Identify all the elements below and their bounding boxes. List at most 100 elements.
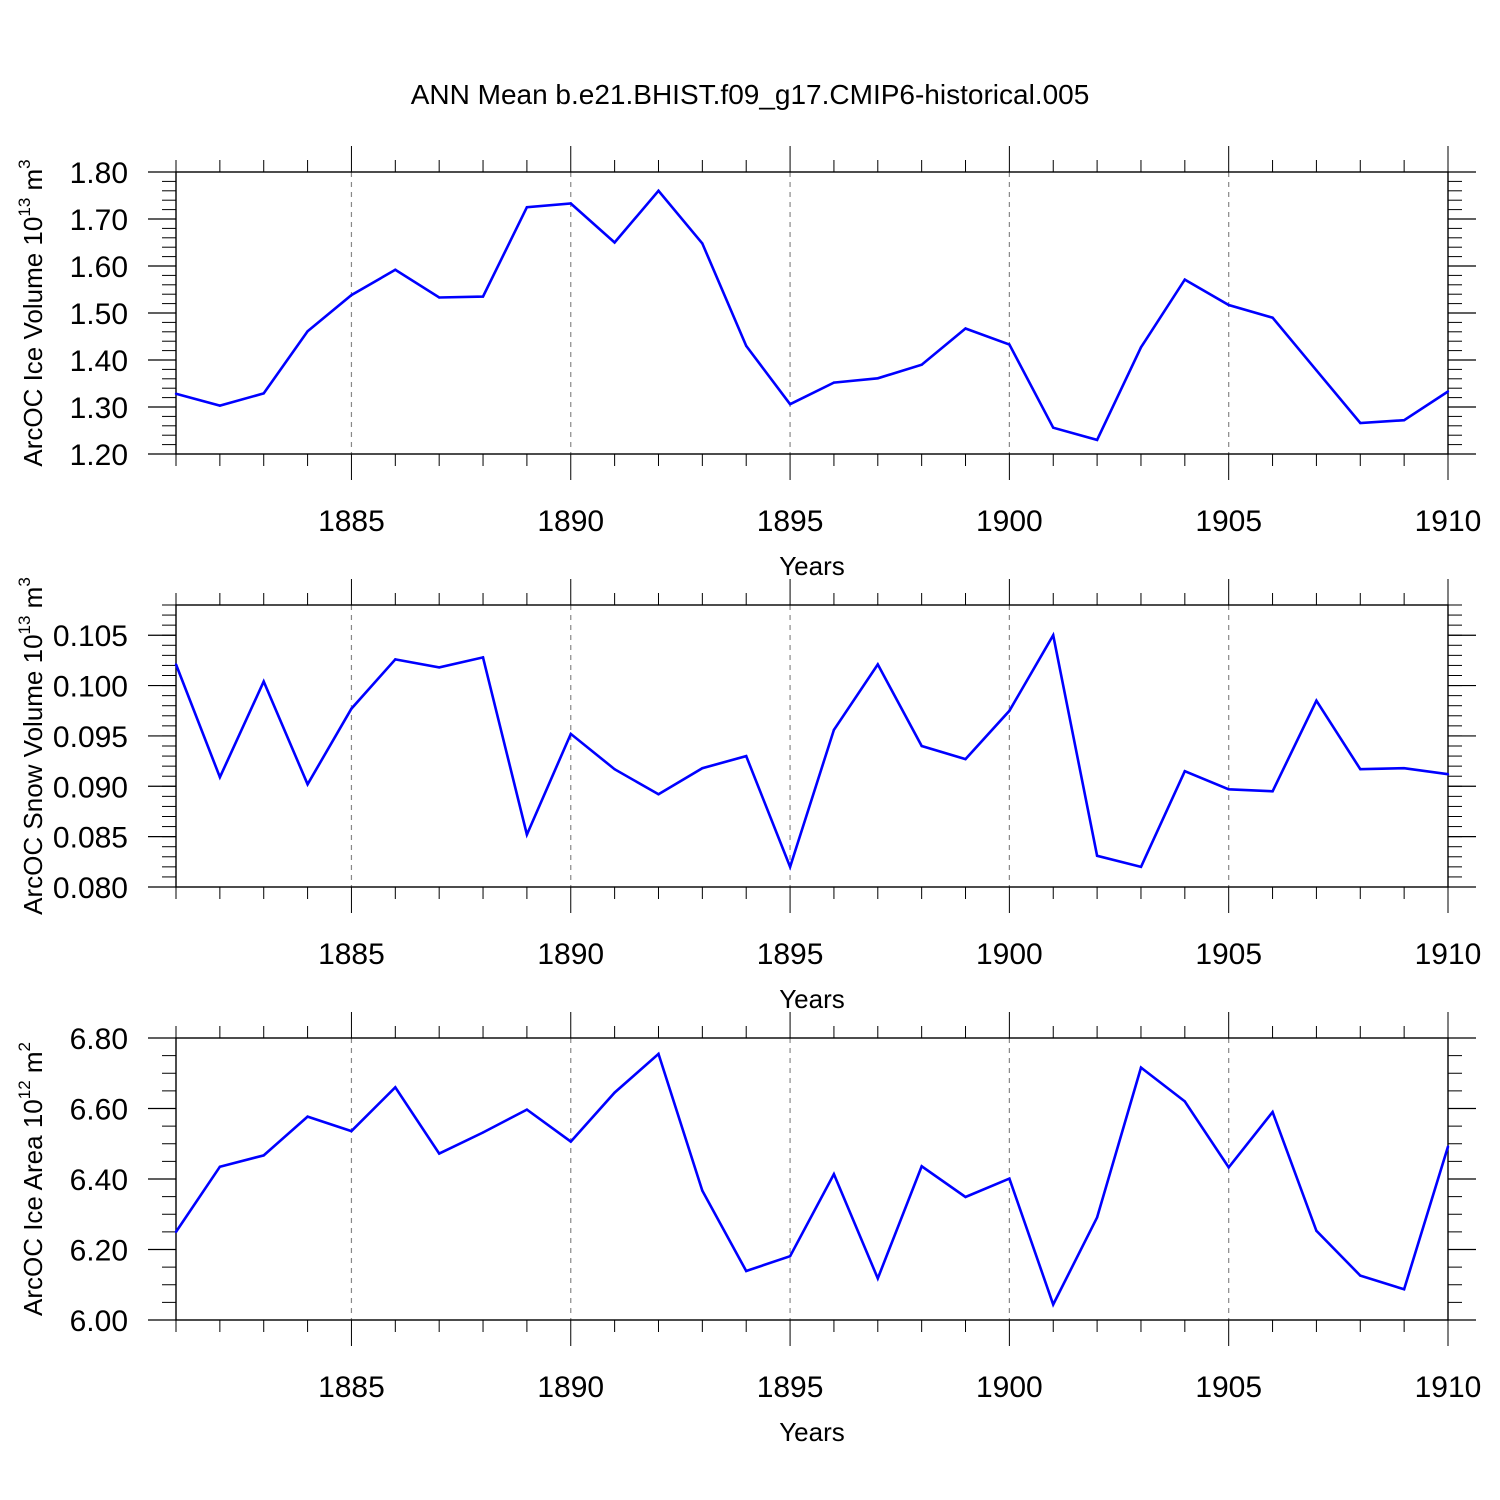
y-axis-label-part: m bbox=[18, 169, 48, 198]
data-point bbox=[701, 1189, 704, 1192]
data-point bbox=[1227, 1166, 1230, 1169]
x-tick-label: 1890 bbox=[537, 1371, 604, 1404]
y-axis-label-part: m bbox=[18, 587, 48, 616]
data-point bbox=[218, 776, 222, 779]
data-point bbox=[1315, 1229, 1318, 1233]
data-point bbox=[1052, 426, 1055, 429]
data-point bbox=[394, 658, 397, 661]
data-point bbox=[569, 202, 572, 205]
y-tick-label: 1.20 bbox=[70, 439, 128, 472]
chart-panel-2: 0.080 0.085 0.090 0.095 0.100 0.105 1885 1890 18… bbox=[15, 577, 1481, 1014]
x-tick-label: 1885 bbox=[318, 505, 385, 538]
y-axis-label-part: m bbox=[18, 1051, 48, 1080]
data-point bbox=[481, 1131, 485, 1134]
data-point bbox=[481, 656, 485, 659]
y-tick-label: 6.20 bbox=[70, 1235, 128, 1268]
data-point bbox=[1095, 854, 1099, 857]
data-point bbox=[218, 404, 222, 407]
data-point bbox=[657, 189, 660, 192]
data-point bbox=[1359, 1274, 1362, 1277]
x-tick-label: 1895 bbox=[757, 1371, 824, 1404]
y-tick-label: 1.80 bbox=[70, 157, 128, 190]
data-point bbox=[657, 793, 660, 796]
series-line-1 bbox=[174, 1051, 1450, 1308]
data-point bbox=[1139, 346, 1143, 349]
data-point bbox=[1008, 343, 1011, 346]
data-point bbox=[832, 1172, 836, 1176]
x-tick-label: 1910 bbox=[1415, 938, 1482, 971]
y-tick-label: 6.80 bbox=[70, 1023, 128, 1056]
data-point bbox=[920, 744, 923, 748]
x-tick-label: 1885 bbox=[318, 1371, 385, 1404]
x-tick-label: 1895 bbox=[757, 505, 824, 538]
y-tick-label: 1.50 bbox=[70, 298, 128, 331]
data-point bbox=[1183, 278, 1187, 281]
data-point bbox=[569, 732, 572, 736]
data-point bbox=[1402, 1288, 1406, 1291]
y-axis-label: ArcOC Ice Area 1012 m2 bbox=[15, 1042, 48, 1316]
x-tick-label: 1885 bbox=[318, 938, 385, 971]
x-axis-label: Years bbox=[779, 984, 845, 1014]
data-point bbox=[964, 327, 967, 330]
y-tick-label: 1.40 bbox=[70, 345, 128, 378]
data-point bbox=[525, 1108, 529, 1111]
y-axis-label-part: 2 bbox=[15, 1042, 34, 1051]
data-point bbox=[1446, 1145, 1450, 1148]
y-tick-label: 0.085 bbox=[53, 822, 128, 855]
data-point bbox=[394, 1086, 397, 1089]
data-point bbox=[394, 268, 397, 271]
data-point bbox=[1271, 790, 1274, 793]
data-point bbox=[350, 707, 353, 710]
y-tick-label: 0.080 bbox=[53, 872, 128, 905]
x-tick-label: 1905 bbox=[1195, 1371, 1262, 1404]
x-tick-label: 1900 bbox=[976, 505, 1043, 538]
data-point bbox=[262, 392, 265, 395]
data-point bbox=[613, 1091, 616, 1094]
data-point bbox=[613, 767, 616, 771]
data-point bbox=[920, 363, 923, 366]
y-axis-label-part: 13 bbox=[15, 198, 34, 217]
data-point bbox=[876, 377, 879, 380]
data-point bbox=[350, 293, 353, 297]
data-point bbox=[701, 242, 704, 245]
data-point bbox=[437, 1152, 441, 1155]
x-tick-label: 1905 bbox=[1195, 938, 1262, 971]
data-point bbox=[1052, 1303, 1055, 1306]
data-point bbox=[262, 680, 265, 683]
y-tick-label: 0.100 bbox=[53, 671, 128, 704]
y-axis-label: ArcOC Snow Volume 1013 m3 bbox=[15, 577, 48, 915]
x-tick-label: 1900 bbox=[976, 938, 1043, 971]
x-axis-label: Years bbox=[779, 551, 845, 581]
data-point bbox=[1402, 766, 1406, 770]
data-point bbox=[788, 402, 792, 406]
y-tick-label: 0.105 bbox=[53, 620, 128, 653]
data-point bbox=[1446, 773, 1450, 776]
y-tick-label: 6.00 bbox=[70, 1305, 128, 1338]
x-tick-label: 1895 bbox=[757, 938, 824, 971]
plot-frame bbox=[175, 604, 1449, 888]
x-tick-label: 1910 bbox=[1415, 505, 1482, 538]
data-point bbox=[437, 666, 441, 669]
data-point bbox=[876, 1277, 879, 1280]
data-point bbox=[174, 392, 178, 396]
y-tick-label: 0.090 bbox=[53, 771, 128, 804]
data-point bbox=[262, 1154, 265, 1157]
x-axis-label: Years bbox=[779, 1417, 845, 1447]
data-point bbox=[745, 754, 748, 758]
x-tick-label: 1890 bbox=[537, 938, 604, 971]
x-tick-label: 1910 bbox=[1415, 1371, 1482, 1404]
data-point bbox=[1446, 390, 1450, 393]
chart-title: ANN Mean b.e21.BHIST.f09_g17.CMIP6-histo… bbox=[411, 79, 1090, 110]
y-tick-label: 6.60 bbox=[70, 1094, 128, 1127]
data-point bbox=[1095, 1216, 1099, 1219]
data-point bbox=[350, 1129, 353, 1133]
y-axis-label-part: 3 bbox=[15, 159, 34, 168]
data-point bbox=[306, 330, 309, 333]
data-point bbox=[1359, 421, 1362, 425]
data-point bbox=[964, 757, 967, 761]
y-axis-label-part: ArcOC Ice Volume 10 bbox=[18, 217, 48, 467]
series-line-1 bbox=[174, 631, 1449, 871]
data-point bbox=[1008, 709, 1011, 712]
y-axis-label: ArcOC Ice Volume 1013 m3 bbox=[15, 159, 48, 466]
